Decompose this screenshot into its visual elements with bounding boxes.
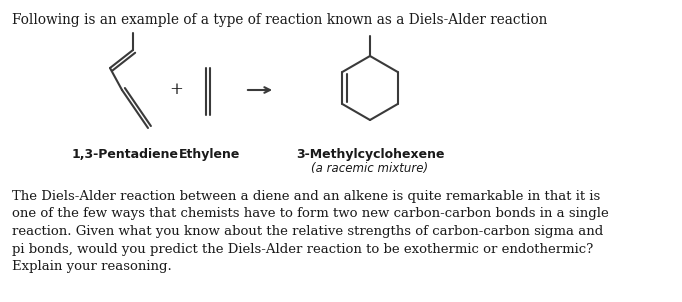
Text: 3-Methylcyclohexene: 3-Methylcyclohexene — [296, 148, 444, 161]
Text: 1,3-Pentadiene: 1,3-Pentadiene — [72, 148, 179, 161]
Text: (a racemic mixture): (a racemic mixture) — [312, 162, 428, 175]
Text: +: + — [169, 82, 183, 98]
Text: Following is an example of a type of reaction known as a Diels-Alder reaction: Following is an example of a type of rea… — [12, 13, 548, 27]
Text: Ethylene: Ethylene — [179, 148, 241, 161]
Text: The Diels-Alder reaction between a diene and an alkene is quite remarkable in th: The Diels-Alder reaction between a diene… — [12, 190, 609, 273]
